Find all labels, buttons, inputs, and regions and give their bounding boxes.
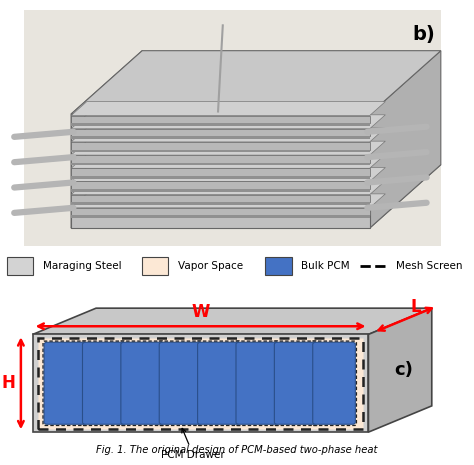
- Polygon shape: [71, 181, 385, 195]
- FancyBboxPatch shape: [121, 342, 164, 424]
- Bar: [71, 181, 370, 189]
- Text: Vapor Space: Vapor Space: [178, 261, 243, 271]
- Bar: [71, 155, 370, 163]
- Bar: [71, 123, 370, 126]
- Bar: [71, 202, 370, 205]
- FancyBboxPatch shape: [236, 342, 279, 424]
- FancyBboxPatch shape: [44, 342, 87, 424]
- Bar: [71, 195, 370, 202]
- Bar: [71, 163, 370, 166]
- FancyBboxPatch shape: [82, 342, 125, 424]
- Bar: [142, 257, 168, 275]
- Polygon shape: [33, 308, 432, 334]
- Text: L: L: [410, 299, 421, 316]
- Bar: [265, 257, 292, 275]
- Polygon shape: [71, 141, 385, 155]
- Bar: [71, 208, 370, 215]
- Polygon shape: [370, 51, 441, 228]
- Text: Fig. 1. The original design of PCM-based two-phase heat: Fig. 1. The original design of PCM-based…: [96, 445, 378, 455]
- Bar: [71, 129, 370, 136]
- Bar: [71, 150, 370, 153]
- Bar: [71, 176, 370, 179]
- Bar: [71, 136, 370, 139]
- Bar: [24, 10, 441, 246]
- Bar: [38, 338, 364, 429]
- Text: W: W: [191, 303, 210, 321]
- Polygon shape: [71, 165, 441, 228]
- Polygon shape: [71, 167, 385, 181]
- FancyBboxPatch shape: [120, 341, 164, 425]
- Polygon shape: [71, 51, 441, 114]
- Text: Mesh Screen: Mesh Screen: [396, 261, 462, 271]
- FancyBboxPatch shape: [273, 341, 318, 425]
- FancyBboxPatch shape: [197, 341, 241, 425]
- Bar: [71, 142, 370, 150]
- Polygon shape: [71, 102, 385, 116]
- Text: c): c): [394, 361, 413, 379]
- Text: PCM Drawer: PCM Drawer: [161, 428, 225, 459]
- Polygon shape: [71, 154, 385, 168]
- FancyBboxPatch shape: [198, 342, 240, 424]
- FancyBboxPatch shape: [312, 341, 356, 425]
- Polygon shape: [33, 334, 368, 432]
- Text: Bulk PCM: Bulk PCM: [301, 261, 350, 271]
- Bar: [71, 168, 370, 176]
- Text: H: H: [2, 374, 16, 392]
- FancyBboxPatch shape: [313, 342, 356, 424]
- Polygon shape: [71, 51, 142, 228]
- Polygon shape: [71, 194, 385, 208]
- Bar: [71, 116, 370, 123]
- Polygon shape: [71, 128, 385, 142]
- Bar: [71, 215, 370, 218]
- Bar: [71, 189, 370, 192]
- Text: Maraging Steel: Maraging Steel: [43, 261, 121, 271]
- Bar: [7, 257, 33, 275]
- FancyBboxPatch shape: [43, 341, 88, 425]
- FancyBboxPatch shape: [158, 341, 203, 425]
- Polygon shape: [71, 115, 385, 129]
- Polygon shape: [368, 308, 432, 432]
- FancyBboxPatch shape: [274, 342, 317, 424]
- Bar: [71, 114, 370, 228]
- FancyBboxPatch shape: [82, 341, 126, 425]
- Text: b): b): [412, 26, 435, 44]
- FancyBboxPatch shape: [159, 342, 202, 424]
- FancyBboxPatch shape: [235, 341, 280, 425]
